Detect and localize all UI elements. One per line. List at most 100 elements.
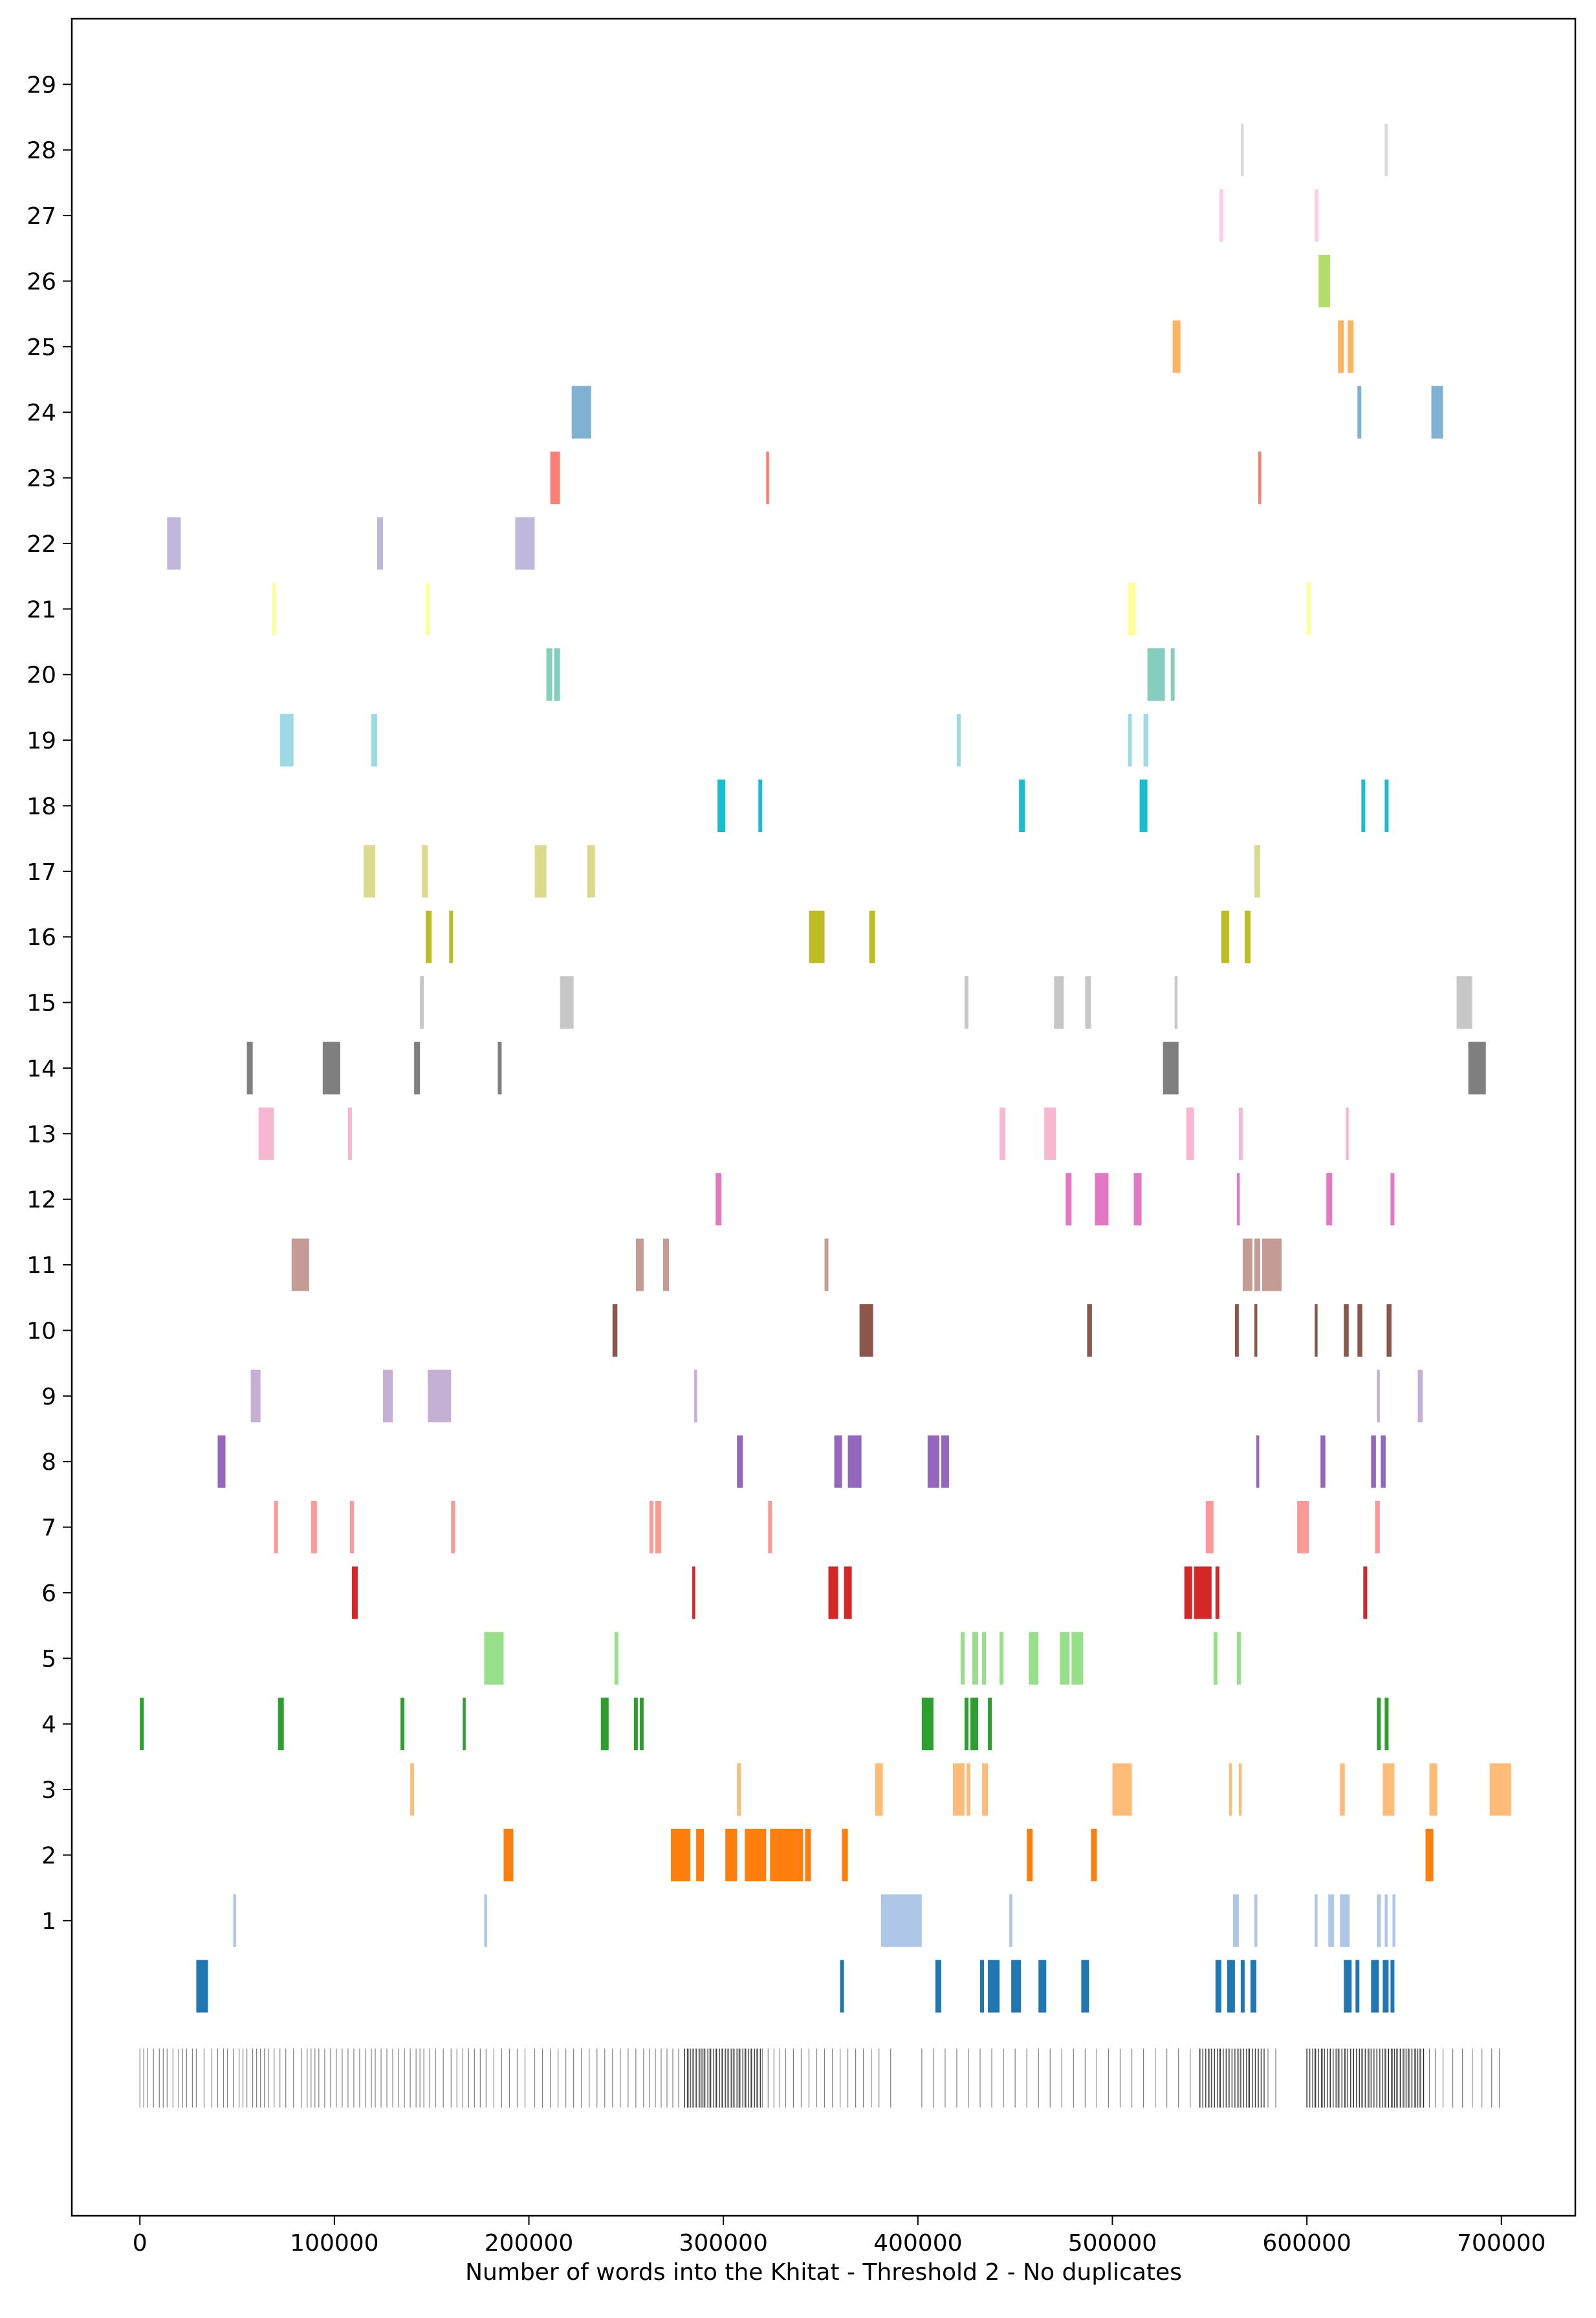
span-bar-row-0 <box>980 1960 985 2013</box>
span-bar-row-6 <box>351 1566 358 1619</box>
span-bar-row-7 <box>1205 1501 1214 1554</box>
span-bar-row-13 <box>1044 1107 1056 1160</box>
span-bar-row-17 <box>587 845 595 898</box>
span-bar-row-7 <box>655 1501 661 1554</box>
span-bar-row-10 <box>612 1304 618 1357</box>
span-bar-row-10 <box>1315 1304 1318 1357</box>
span-bar-row-24 <box>1357 386 1362 439</box>
span-bar-row-11 <box>635 1238 644 1291</box>
y-tick-label: 22 <box>27 531 56 558</box>
span-bar-row-28 <box>1384 124 1388 177</box>
span-bar-row-4 <box>1384 1698 1389 1751</box>
span-bar-row-19 <box>371 714 378 767</box>
span-bar-row-5 <box>484 1632 504 1685</box>
span-bar-row-18 <box>1384 779 1389 833</box>
span-bar-row-8 <box>1320 1435 1326 1488</box>
span-bar-row-10 <box>1254 1304 1258 1357</box>
span-bar-row-12 <box>1326 1173 1333 1226</box>
y-tick-label: 10 <box>27 1318 56 1344</box>
span-bar-row-23 <box>550 452 560 505</box>
span-bar-row-15 <box>1054 976 1064 1029</box>
span-bar-row-5 <box>1071 1632 1084 1685</box>
span-bar-row-19 <box>956 714 961 767</box>
span-bar-row-5 <box>614 1632 618 1685</box>
span-bar-row-10 <box>1087 1304 1092 1357</box>
x-axis: 0 100000 200000 300000 400000 500000 600000 700… <box>133 2216 1546 2257</box>
y-tick-label: 12 <box>27 1187 56 1214</box>
span-bar-row-11 <box>291 1238 309 1291</box>
span-bar-row-25 <box>1348 320 1354 373</box>
span-bar-row-4 <box>921 1698 934 1751</box>
span-bar-row-15 <box>420 976 424 1029</box>
span-bar-row-26 <box>1318 254 1331 308</box>
span-bar-row-25 <box>1172 320 1181 373</box>
span-bar-row-0 <box>1250 1960 1256 2013</box>
span-bar-row-4 <box>988 1698 992 1751</box>
x-tick-label: 100000 <box>290 2230 378 2257</box>
y-tick-label: 25 <box>27 334 56 361</box>
y-tick-label: 2 <box>41 1842 56 1869</box>
span-bar-row-1 <box>484 1894 487 1947</box>
span-bar-row-6 <box>1184 1566 1192 1619</box>
span-bar-row-19 <box>1128 714 1132 767</box>
span-bar-row-5 <box>1236 1632 1241 1685</box>
span-bar-row-8 <box>737 1435 743 1488</box>
span-bar-row-5 <box>982 1632 987 1685</box>
y-tick-label: 14 <box>27 1056 56 1082</box>
span-bar-row-12 <box>1133 1173 1142 1226</box>
y-tick-label: 28 <box>27 138 56 164</box>
x-tick-label: 0 <box>133 2230 148 2257</box>
y-tick-label: 18 <box>27 793 56 820</box>
span-bar-row-17 <box>363 845 376 898</box>
span-bar-row-18 <box>1361 779 1366 833</box>
span-bar-row-14 <box>497 1042 502 1095</box>
span-bar-row-24 <box>571 386 591 439</box>
span-bar-row-19 <box>279 714 294 767</box>
y-axis: 1234567891011121314151617181920212223242… <box>27 72 72 1935</box>
span-bar-row-7 <box>311 1501 317 1554</box>
span-bar-row-7 <box>274 1501 278 1554</box>
span-bar-row-17 <box>534 845 547 898</box>
span-bar-row-0 <box>1081 1960 1089 2013</box>
span-bar-row-6 <box>1215 1566 1219 1619</box>
span-bar-row-15 <box>1456 976 1472 1029</box>
span-bar-row-3 <box>982 1763 989 1816</box>
span-bar-row-13 <box>1238 1107 1243 1160</box>
span-bar-row-3 <box>1429 1763 1437 1816</box>
span-bar-row-7 <box>451 1501 455 1554</box>
span-bar-row-21 <box>1307 582 1311 635</box>
span-bar-row-20 <box>546 648 552 701</box>
span-bar-row-1 <box>1328 1894 1335 1947</box>
span-bar-row-16 <box>449 910 454 963</box>
span-bar-row-4 <box>463 1698 466 1751</box>
span-bar-row-3 <box>410 1763 415 1816</box>
span-bar-row-1 <box>1384 1894 1388 1947</box>
span-bar-row-8 <box>1256 1435 1260 1488</box>
x-axis-label: Number of words into the Khitat - Thresh… <box>465 2259 1182 2286</box>
y-tick-label: 13 <box>27 1121 56 1148</box>
x-tick-label: 400000 <box>873 2230 962 2257</box>
span-bar-row-2 <box>1091 1828 1097 1881</box>
span-bar-row-3 <box>737 1763 741 1816</box>
span-bar-row-11 <box>1262 1238 1282 1291</box>
span-bar-row-4 <box>1377 1698 1381 1751</box>
span-bar-row-27 <box>1219 189 1223 242</box>
span-bar-row-11 <box>662 1238 669 1291</box>
span-bar-row-2 <box>805 1828 811 1881</box>
span-bar-row-7 <box>349 1501 354 1554</box>
axes-frame <box>71 17 1577 2217</box>
span-bar-row-5 <box>1029 1632 1039 1685</box>
span-bar-row-0 <box>1038 1960 1047 2013</box>
span-bar-row-3 <box>1229 1763 1232 1816</box>
span-bar-row-0 <box>840 1960 844 2013</box>
span-bar-row-6 <box>828 1566 838 1619</box>
x-tick-label: 300000 <box>679 2230 767 2257</box>
span-bar-row-12 <box>1066 1173 1072 1226</box>
span-bar-row-23 <box>1258 452 1262 505</box>
span-bar-row-17 <box>422 845 428 898</box>
span-bar-row-18 <box>717 779 726 833</box>
y-tick-label: 5 <box>41 1646 56 1672</box>
y-tick-label: 16 <box>27 924 56 951</box>
span-bar-row-2 <box>842 1828 848 1881</box>
y-tick-label: 21 <box>27 596 56 623</box>
